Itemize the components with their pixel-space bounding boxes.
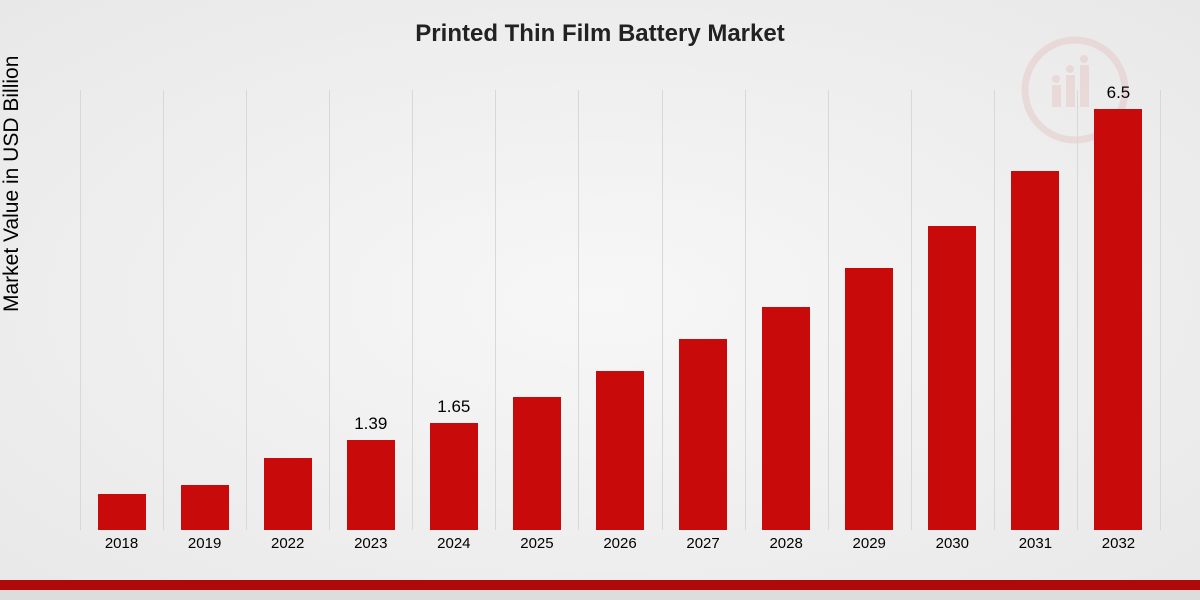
bar <box>1094 109 1142 530</box>
bar <box>1011 171 1059 530</box>
x-tick-label: 2027 <box>673 535 733 552</box>
grid-line <box>412 90 413 530</box>
x-tick-label: 2022 <box>258 535 318 552</box>
grid-line <box>1160 90 1161 530</box>
grid-line <box>578 90 579 530</box>
bar <box>679 339 727 530</box>
x-tick-label: 2031 <box>1005 535 1065 552</box>
bar-value-label: 1.39 <box>341 414 401 434</box>
footer-stripe-bottom <box>0 590 1200 600</box>
bar-value-label: 6.5 <box>1088 83 1148 103</box>
x-tick-label: 2023 <box>341 535 401 552</box>
footer-stripe-top <box>0 580 1200 590</box>
grid-line <box>828 90 829 530</box>
bar-value-label: 1.65 <box>424 397 484 417</box>
grid-line <box>994 90 995 530</box>
x-tick-label: 2028 <box>756 535 816 552</box>
x-tick-label: 2030 <box>922 535 982 552</box>
grid-line <box>745 90 746 530</box>
bar <box>762 307 810 530</box>
grid-line <box>246 90 247 530</box>
bar <box>430 423 478 530</box>
bar <box>513 397 561 530</box>
grid-line <box>329 90 330 530</box>
x-tick-label: 2029 <box>839 535 899 552</box>
plot-area: 1.391.656.5 <box>80 90 1160 530</box>
x-tick-label: 2024 <box>424 535 484 552</box>
x-tick-label: 2019 <box>175 535 235 552</box>
chart-title: Printed Thin Film Battery Market <box>0 20 1200 48</box>
grid-line <box>80 90 81 530</box>
bar <box>596 371 644 530</box>
grid-line <box>911 90 912 530</box>
grid-line <box>163 90 164 530</box>
bar <box>845 268 893 530</box>
x-tick-label: 2032 <box>1088 535 1148 552</box>
grid-line <box>1077 90 1078 530</box>
grid-line <box>495 90 496 530</box>
footer-stripe <box>0 580 1200 600</box>
bar <box>98 494 146 530</box>
grid-line <box>662 90 663 530</box>
x-tick-label: 2025 <box>507 535 567 552</box>
bar <box>264 458 312 530</box>
x-tick-label: 2026 <box>590 535 650 552</box>
x-tick-label: 2018 <box>92 535 152 552</box>
bar <box>928 226 976 530</box>
y-axis-label: Market Value in USD Billion <box>0 56 24 312</box>
bar <box>347 440 395 530</box>
bar <box>181 485 229 530</box>
